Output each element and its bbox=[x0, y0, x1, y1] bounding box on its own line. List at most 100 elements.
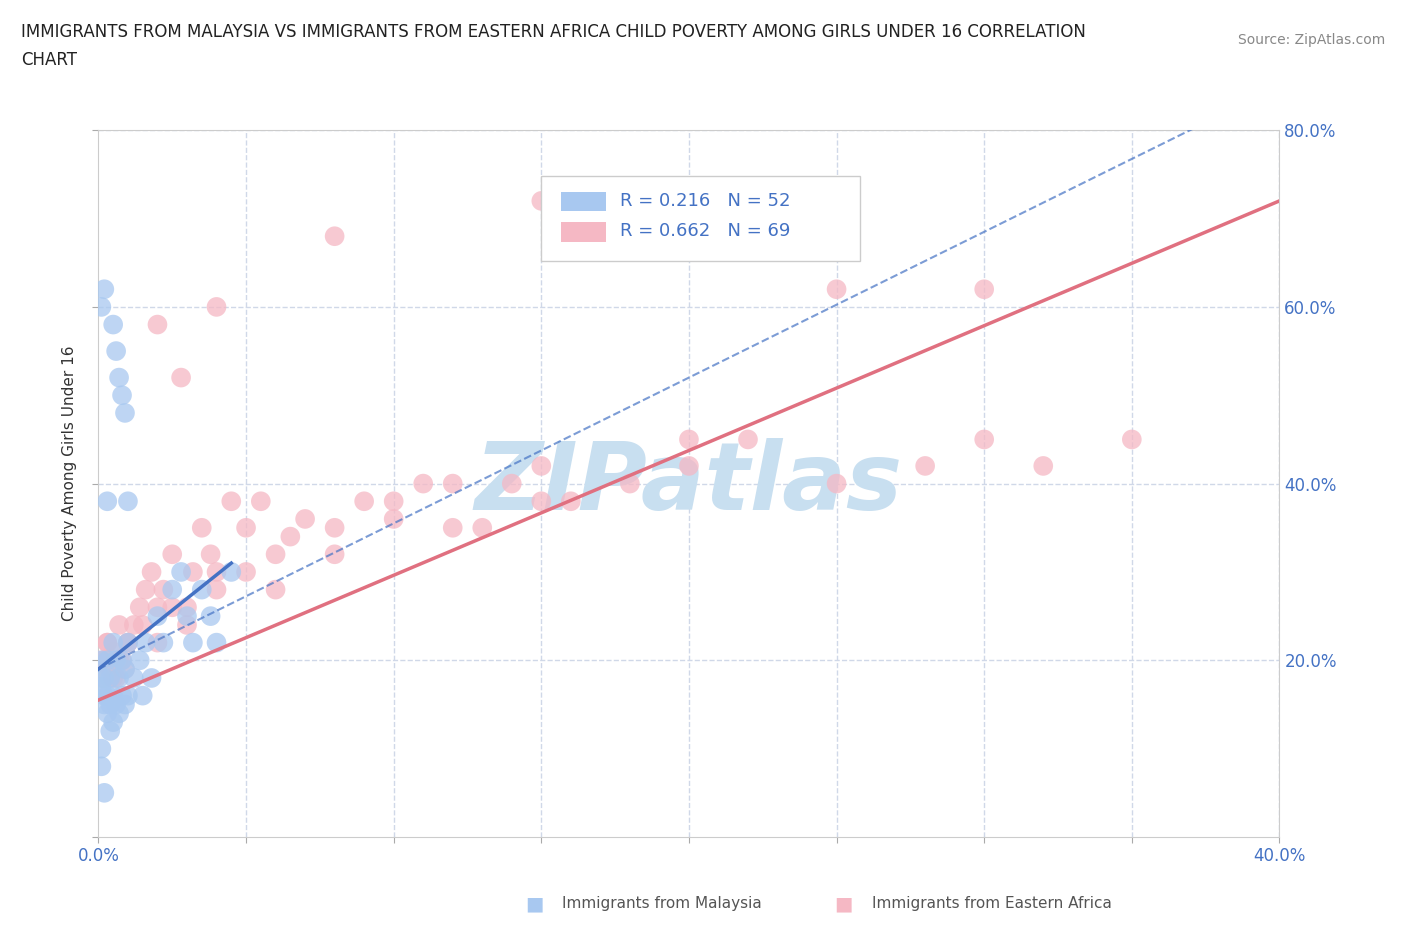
Point bbox=[141, 565, 163, 579]
Point bbox=[825, 282, 848, 297]
Point bbox=[111, 653, 134, 668]
Point bbox=[103, 644, 125, 659]
Point bbox=[471, 521, 494, 536]
Point bbox=[96, 688, 118, 703]
Point bbox=[530, 458, 553, 473]
Point bbox=[181, 565, 204, 579]
Text: ZIPatlas: ZIPatlas bbox=[475, 438, 903, 529]
Point bbox=[114, 662, 136, 677]
Point bbox=[205, 582, 228, 597]
Point bbox=[441, 476, 464, 491]
Point bbox=[205, 565, 228, 579]
Text: ■: ■ bbox=[834, 895, 853, 913]
Point bbox=[294, 512, 316, 526]
Point bbox=[98, 671, 121, 685]
Point bbox=[98, 698, 121, 712]
Point bbox=[108, 653, 131, 668]
Point bbox=[973, 282, 995, 297]
Point bbox=[90, 653, 112, 668]
FancyBboxPatch shape bbox=[541, 176, 860, 261]
Point bbox=[96, 706, 118, 721]
Point bbox=[135, 582, 157, 597]
Point bbox=[181, 635, 204, 650]
Point bbox=[825, 476, 848, 491]
Point bbox=[737, 432, 759, 447]
Point bbox=[93, 282, 115, 297]
Point bbox=[117, 635, 139, 650]
Point bbox=[170, 565, 193, 579]
Point bbox=[152, 582, 174, 597]
Point bbox=[264, 547, 287, 562]
Point bbox=[323, 547, 346, 562]
Point bbox=[114, 698, 136, 712]
Point bbox=[132, 688, 155, 703]
Point bbox=[170, 370, 193, 385]
Point bbox=[93, 653, 115, 668]
Point bbox=[90, 653, 112, 668]
Point bbox=[382, 494, 405, 509]
Point bbox=[103, 317, 125, 332]
Point bbox=[105, 653, 128, 668]
Point bbox=[90, 671, 112, 685]
Point bbox=[219, 565, 242, 579]
Point bbox=[1121, 432, 1143, 447]
Point bbox=[250, 494, 273, 509]
Point bbox=[412, 476, 434, 491]
Point bbox=[191, 582, 214, 597]
Point bbox=[162, 547, 183, 562]
Point bbox=[117, 494, 139, 509]
Point bbox=[103, 714, 125, 729]
Point bbox=[108, 618, 131, 632]
Point bbox=[93, 688, 115, 703]
Point bbox=[96, 494, 118, 509]
Point bbox=[90, 741, 112, 756]
Text: CHART: CHART bbox=[21, 51, 77, 69]
Point bbox=[619, 476, 641, 491]
Point bbox=[108, 370, 131, 385]
Text: R = 0.216   N = 52: R = 0.216 N = 52 bbox=[620, 192, 792, 210]
Point bbox=[132, 618, 155, 632]
Point bbox=[114, 662, 136, 677]
Point bbox=[501, 476, 523, 491]
Point bbox=[111, 388, 134, 403]
Point bbox=[146, 600, 169, 615]
Point bbox=[98, 662, 121, 677]
Point bbox=[103, 635, 125, 650]
FancyBboxPatch shape bbox=[561, 192, 606, 211]
Point bbox=[141, 671, 163, 685]
Point bbox=[200, 609, 222, 624]
Point bbox=[108, 671, 131, 685]
Point bbox=[1032, 458, 1054, 473]
Point bbox=[90, 679, 112, 694]
Point bbox=[105, 344, 128, 359]
Point bbox=[93, 698, 115, 712]
Point bbox=[441, 521, 464, 536]
Y-axis label: Child Poverty Among Girls Under 16: Child Poverty Among Girls Under 16 bbox=[62, 346, 77, 621]
Point bbox=[108, 706, 131, 721]
Point bbox=[111, 653, 134, 668]
Point bbox=[382, 512, 405, 526]
Point bbox=[973, 432, 995, 447]
Point bbox=[176, 600, 198, 615]
Point bbox=[93, 671, 115, 685]
Point bbox=[205, 299, 228, 314]
Point bbox=[90, 299, 112, 314]
Point bbox=[103, 688, 125, 703]
Point bbox=[162, 600, 183, 615]
Text: ■: ■ bbox=[524, 895, 544, 913]
Point bbox=[122, 671, 145, 685]
Point bbox=[93, 671, 115, 685]
Text: Immigrants from Eastern Africa: Immigrants from Eastern Africa bbox=[872, 897, 1112, 911]
Point bbox=[96, 635, 118, 650]
Point bbox=[146, 635, 169, 650]
Point bbox=[152, 635, 174, 650]
Point bbox=[135, 635, 157, 650]
Point bbox=[117, 688, 139, 703]
Point bbox=[122, 618, 145, 632]
Point bbox=[162, 582, 183, 597]
Point bbox=[219, 494, 242, 509]
Point bbox=[105, 698, 128, 712]
Point bbox=[128, 653, 150, 668]
Point bbox=[90, 759, 112, 774]
Point bbox=[96, 635, 118, 650]
